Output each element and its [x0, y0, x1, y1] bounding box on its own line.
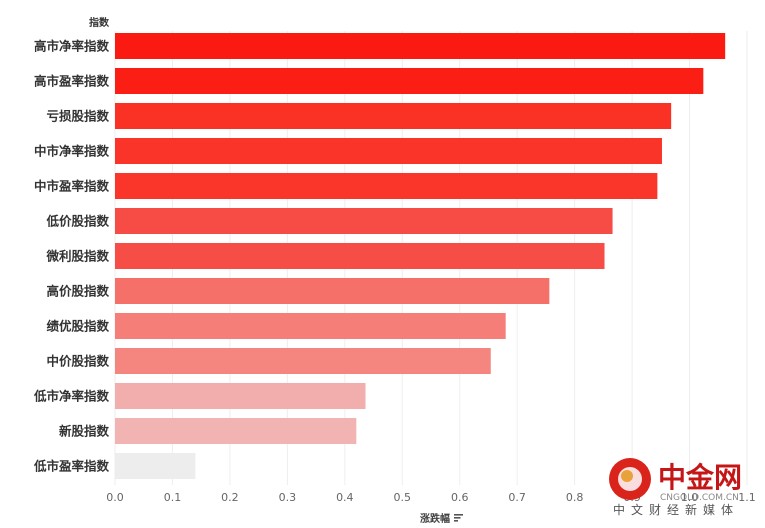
category-label: 低市盈率指数 [33, 459, 110, 474]
bar[interactable] [115, 103, 672, 129]
category-label: 高市盈率指数 [34, 74, 110, 89]
category-label: 中市盈率指数 [34, 179, 110, 194]
bar[interactable] [115, 313, 506, 339]
category-label: 高市净率指数 [34, 39, 110, 54]
x-tick-label: 0.2 [221, 491, 239, 504]
category-label: 亏损股指数 [46, 109, 109, 124]
x-tick-label: 1.0 [681, 491, 699, 504]
x-tick-label: 0.0 [106, 491, 124, 504]
category-label: 中价股指数 [46, 354, 109, 369]
x-axis-title: 涨跌幅 [420, 512, 450, 525]
x-tick-label: 0.3 [279, 491, 297, 504]
bar[interactable] [115, 138, 662, 164]
bar[interactable] [115, 383, 366, 409]
category-label: 中市净率指数 [34, 144, 110, 159]
bar[interactable] [115, 33, 726, 59]
x-tick-label: 0.1 [164, 491, 182, 504]
bar[interactable] [115, 278, 550, 304]
x-tick-labels: 0.00.10.20.30.40.50.60.70.80.91.01.1 [106, 491, 756, 504]
bar[interactable] [115, 173, 658, 199]
bar[interactable] [115, 68, 704, 94]
category-label: 高价股指数 [46, 284, 109, 299]
x-tick-label: 0.6 [451, 491, 469, 504]
bar[interactable] [115, 208, 613, 234]
category-label: 新股指数 [59, 424, 110, 439]
y-axis-title: 指数 [89, 16, 110, 29]
category-labels: 高市净率指数高市盈率指数亏损股指数中市净率指数中市盈率指数低价股指数微利股指数高… [33, 39, 110, 474]
x-tick-label: 1.1 [738, 491, 756, 504]
bar[interactable] [115, 243, 605, 269]
x-tick-label: 0.4 [336, 491, 354, 504]
watermark-url: CNGOLD.COM.CN [660, 493, 739, 503]
watermark-subtitle: 中文财经新媒体 [613, 502, 739, 517]
x-tick-label: 0.7 [508, 491, 526, 504]
category-label: 微利股指数 [45, 249, 109, 264]
category-label: 绩优股指数 [46, 319, 109, 334]
bar[interactable] [115, 453, 196, 479]
x-tick-label: 0.5 [394, 491, 412, 504]
sort-icon[interactable] [454, 514, 463, 522]
bar[interactable] [115, 418, 357, 444]
x-axis-title-group: 涨跌幅 [420, 512, 463, 525]
watermark-logo: 中金网 CNGOLD.COM.CN 中文财经新媒体 [609, 458, 742, 517]
bar[interactable] [115, 348, 491, 374]
category-label: 低市净率指数 [33, 389, 110, 404]
category-label: 低价股指数 [45, 214, 109, 229]
x-tick-label: 0.8 [566, 491, 584, 504]
bars-group [115, 33, 726, 479]
watermark-title: 中金网 [658, 461, 742, 494]
